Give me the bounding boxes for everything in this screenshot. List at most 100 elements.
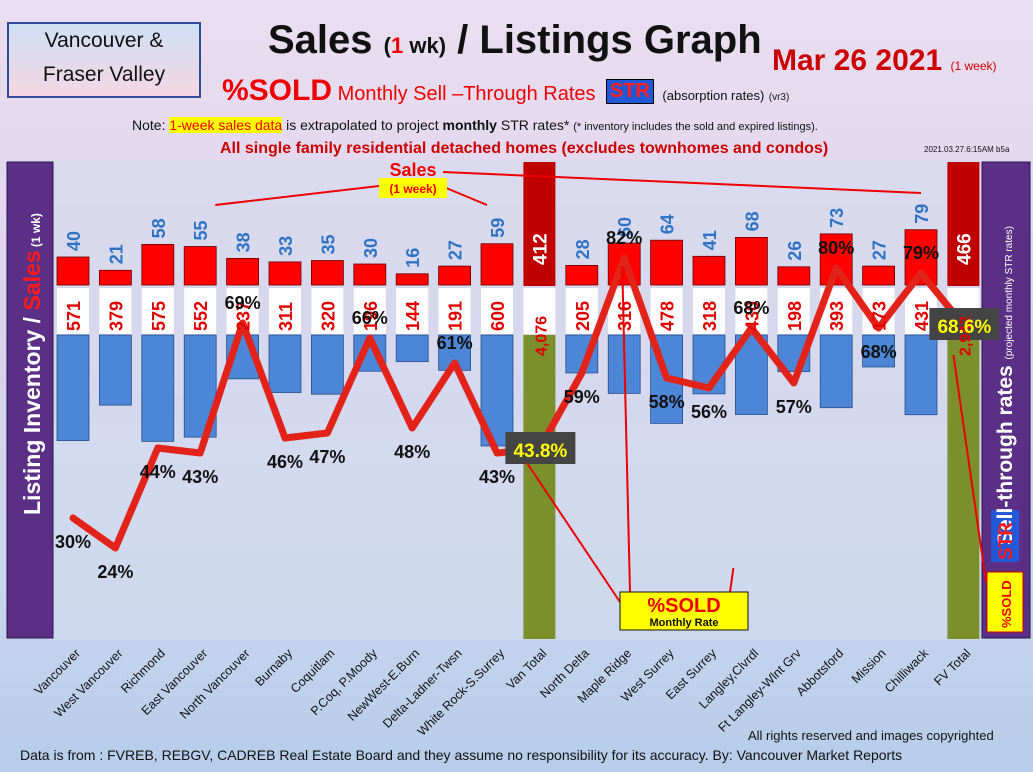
sales-value-label: 33 — [276, 236, 296, 256]
title-wk: wk) — [403, 33, 447, 58]
sold-value-label: 48% — [394, 442, 430, 462]
inventory-value-label: 237 — [234, 301, 254, 331]
sold-value-label: 43% — [479, 467, 515, 487]
subtitle: %SOLD Monthly Sell –Through Rates STR (a… — [222, 74, 789, 108]
title-paren-open: ( — [383, 33, 391, 58]
sales-value-label: 68 — [742, 211, 762, 231]
sales-bar — [310, 260, 344, 286]
left-axis-label: Listing Inventory / Sales (1 wk) — [19, 213, 45, 515]
inventory-value-label: 379 — [106, 301, 126, 331]
subtitle-str-full: Sell –Through Rates — [413, 83, 596, 105]
sales-bar — [565, 264, 599, 286]
sales-bar — [99, 269, 132, 286]
sold-value-label: 82% — [606, 228, 642, 248]
sales-value-label: 59 — [488, 218, 508, 238]
sold-callout-arrow — [526, 462, 621, 603]
sold-value-label: 68% — [861, 342, 897, 362]
sales-bar — [183, 246, 217, 286]
subtitle-absorption: (absorption rates) — [662, 88, 765, 103]
bars-layer — [6, 161, 1031, 639]
inventory-value-label: 431 — [912, 301, 932, 331]
data-source-note: Data is from : FVREB, REBGV, CADREB Real… — [20, 747, 903, 763]
inventory-label-box — [777, 288, 810, 334]
inventory-bar — [99, 334, 132, 406]
timestamp: 2021.03.27.6:15AM b5a — [924, 145, 1010, 154]
sales-value-label: 16 — [403, 248, 423, 268]
note-prefix: Note: — [132, 117, 170, 133]
inventory-label-box — [269, 288, 301, 334]
inventory-value-label: 571 — [64, 301, 84, 331]
category-label: Mission — [849, 646, 889, 686]
right-axis-small: (projected monthly STR rates) — [1004, 226, 1015, 359]
title-sales: Sales — [268, 18, 373, 62]
left-axis-inventory: Listing Inventory — [19, 323, 45, 515]
sales-value-label: 21 — [106, 244, 126, 264]
subtitle-version: (vr3) — [768, 92, 790, 103]
sales-value-label: 38 — [234, 232, 254, 252]
sales-bar — [650, 239, 683, 286]
sold-value-label: 44% — [140, 462, 176, 482]
sold-value-label: 57% — [776, 397, 812, 417]
inventory-bar — [56, 334, 90, 442]
inventory-label-box — [650, 288, 683, 334]
inventory-label-box — [396, 288, 429, 334]
inventory-value-label: 430 — [742, 301, 762, 331]
sales-value-label: 55 — [191, 220, 211, 240]
inventory-value-label: 4,076 — [533, 316, 550, 356]
sales-value-label: 412 — [530, 233, 551, 265]
sold-value-label: 56% — [691, 402, 727, 422]
inventory-bar — [268, 334, 302, 393]
title-paren: (1 wk) — [384, 33, 446, 58]
inventory-label-box — [693, 288, 725, 334]
sold-value-label: 24% — [97, 562, 133, 582]
right-sold-text: %SOLD — [999, 580, 1014, 628]
inventory-label-box — [523, 288, 556, 334]
note-rest: is extrapolated to project — [282, 117, 443, 133]
inventory-bar — [310, 334, 344, 395]
total-sold-box — [929, 308, 1000, 340]
inventory-value-label: 600 — [488, 301, 508, 331]
sales-bar — [438, 265, 472, 286]
right-axis-main: Sell-through rates — [994, 359, 1017, 545]
left-axis-sales: Sales — [19, 250, 45, 310]
sold-callout-arrow — [621, 265, 631, 593]
total-inventory-bar — [523, 335, 556, 639]
sales-value-label: 35 — [318, 234, 338, 254]
inventory-label-box — [311, 288, 344, 334]
inventory-value-label: 575 — [149, 301, 169, 331]
sold-value-label: 68.6% — [937, 317, 991, 338]
inventory-value-label: 316 — [615, 301, 635, 331]
sold-value-label: 66% — [352, 308, 388, 328]
title-one: 1 — [390, 33, 404, 58]
right-str-text: STR — [996, 522, 1017, 560]
sold-value-label: 46% — [267, 452, 303, 472]
note-rest-2: STR rates* — [496, 117, 574, 133]
copyright-note: All rights reserved and images copyright… — [748, 728, 994, 743]
date-text: Mar 26 2021 — [772, 44, 943, 77]
sales-callout-arrow — [442, 171, 922, 194]
category-label: Ft Langley-Wlnt Grv — [715, 646, 804, 735]
sales-bar — [226, 257, 260, 286]
inventory-value-label: 173 — [870, 301, 890, 331]
sold-value-label: 61% — [437, 333, 473, 353]
sales-bar — [480, 243, 514, 286]
sales-bar — [777, 266, 811, 286]
category-label: Delta-Ladner-Twsn — [380, 646, 465, 731]
sales-bar — [268, 261, 302, 286]
total-inventory-bar — [947, 335, 980, 639]
sold-value-label: 59% — [564, 387, 600, 407]
sold-callout-title: %SOLD — [647, 595, 720, 617]
sold-value-label: 30% — [55, 532, 91, 552]
category-label: Chilliwack — [882, 646, 932, 696]
sales-bar — [862, 265, 895, 286]
subtitle-monthly: Monthly — [332, 83, 414, 105]
category-label: NewWest-E.Burn — [345, 646, 423, 724]
inventory-bar — [819, 334, 853, 409]
left-axis-sep: / — [19, 311, 45, 324]
sold-value-label: 79% — [903, 243, 939, 263]
sales-value-label: 466 — [954, 233, 975, 265]
sales-value-label: 27 — [870, 240, 890, 260]
inventory-label-box — [57, 288, 89, 334]
region-box: Vancouver & Fraser Valley — [7, 22, 201, 98]
inventory-bar — [395, 334, 429, 363]
